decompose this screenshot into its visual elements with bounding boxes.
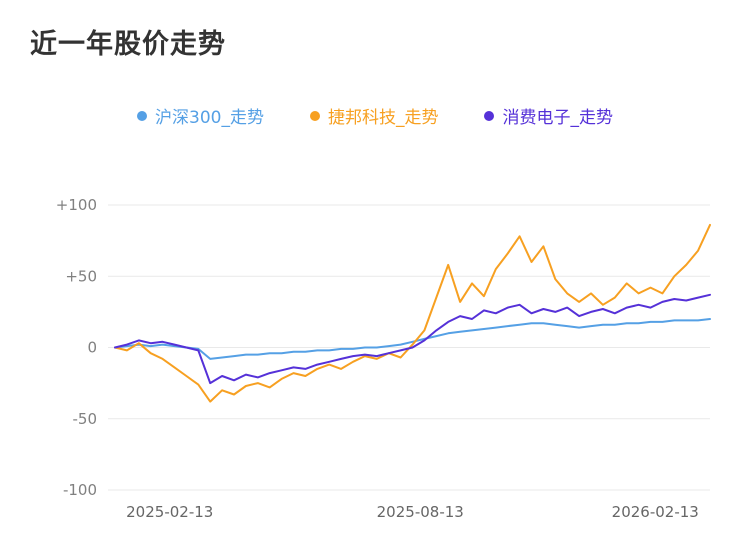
legend-dot-jiebang-icon	[309, 110, 320, 121]
y-tick-label: -100	[63, 481, 97, 499]
series-line-hs300	[114, 318, 711, 360]
legend-label-jiebang: 捷邦科技_走势	[327, 108, 439, 128]
legend-item-xiaofeidianzi[interactable]: 消费电子_走势	[484, 103, 613, 128]
x-tick-label: 2026-02-13	[612, 503, 699, 521]
legend-label-xiaofeidianzi: 消费电子_走势	[502, 108, 613, 128]
y-tick-label: -50	[73, 410, 98, 428]
y-tick-label: +100	[56, 196, 97, 214]
series-line-jiebang	[114, 223, 711, 403]
legend-item-hs300[interactable]: 沪深300_走势	[137, 103, 264, 128]
chart-legend: 沪深300_走势 捷邦科技_走势 消费电子_走势	[0, 103, 750, 128]
y-tick-label: 0	[87, 339, 97, 357]
page-title: 近一年股价走势	[30, 29, 226, 60]
legend-item-jiebang[interactable]: 捷邦科技_走势	[309, 103, 439, 128]
legend-dot-xiaofeidianzi-icon	[484, 110, 495, 121]
y-tick-label: +50	[65, 267, 97, 285]
legend-label-hs300: 沪深300_走势	[155, 108, 264, 128]
series-line-xiaofeidianzi	[114, 293, 711, 385]
legend-dot-hs300-icon	[137, 110, 148, 121]
x-tick-label: 2025-08-13	[377, 503, 464, 521]
x-tick-label: 2025-02-13	[126, 503, 213, 521]
